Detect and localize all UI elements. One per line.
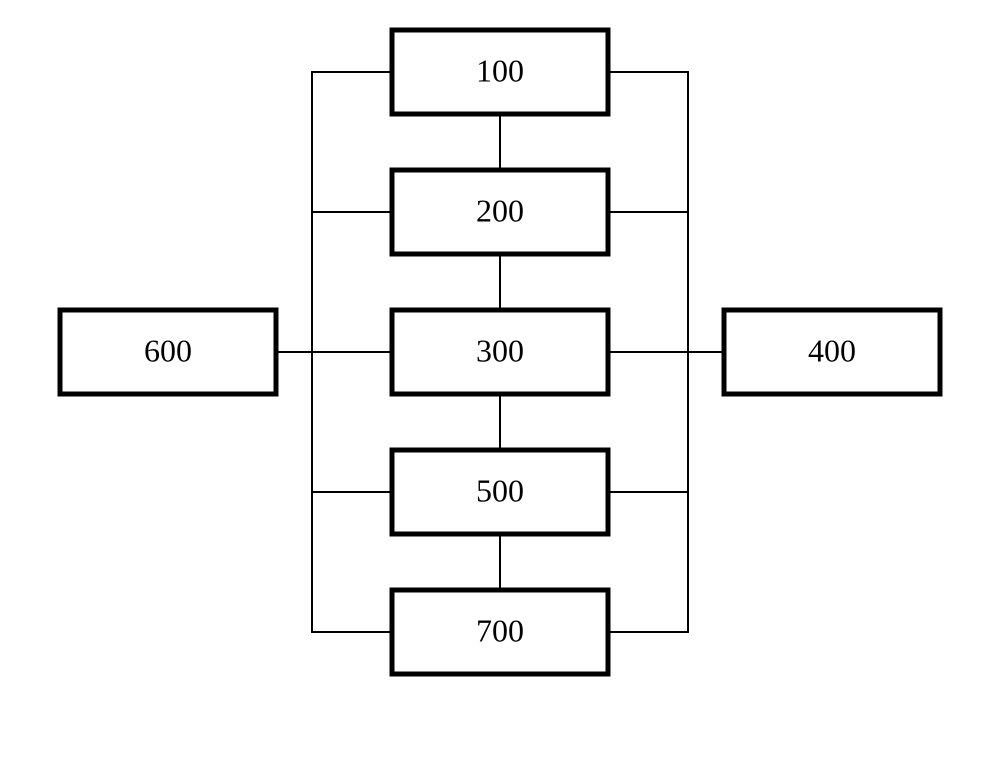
node-n300: 300 [392,310,608,394]
node-label-n200: 200 [476,192,524,228]
node-n700: 700 [392,590,608,674]
node-n400: 400 [724,310,940,394]
node-label-n100: 100 [476,52,524,88]
node-n100: 100 [392,30,608,114]
node-n500: 500 [392,450,608,534]
node-label-n500: 500 [476,472,524,508]
node-label-n300: 300 [476,332,524,368]
node-label-n400: 400 [808,332,856,368]
node-label-n600: 600 [144,332,192,368]
node-n600: 600 [60,310,276,394]
node-n200: 200 [392,170,608,254]
node-label-n700: 700 [476,612,524,648]
